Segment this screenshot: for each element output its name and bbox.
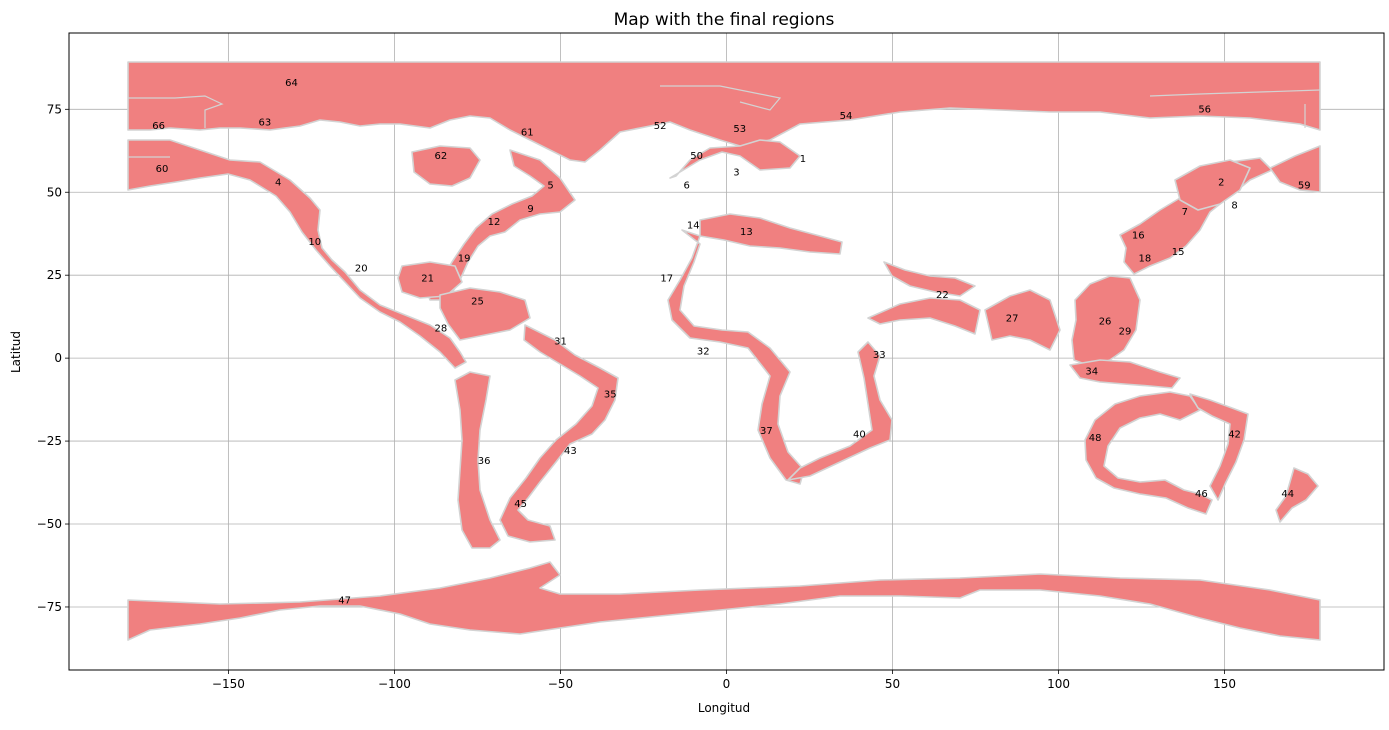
x-tick-label: 50 bbox=[885, 677, 900, 691]
region-label-61: 61 bbox=[521, 128, 534, 139]
region-label-6: 6 bbox=[683, 181, 689, 192]
region-shape-bering bbox=[1269, 145, 1321, 193]
region-shape-australia-east bbox=[1189, 393, 1249, 501]
region-label-27: 27 bbox=[1006, 313, 1019, 324]
region-label-15: 15 bbox=[1172, 247, 1185, 258]
region-label-8: 8 bbox=[1231, 201, 1237, 212]
region-shape-indonesia bbox=[1069, 359, 1181, 389]
region-label-21: 21 bbox=[421, 274, 434, 285]
region-label-37: 37 bbox=[760, 426, 773, 437]
region-label-31: 31 bbox=[554, 337, 567, 348]
region-shape-south-america bbox=[454, 371, 501, 549]
region-shape-arabian-north bbox=[883, 261, 976, 297]
region-label-33: 33 bbox=[873, 350, 886, 361]
y-tick-label: 25 bbox=[47, 268, 62, 282]
region-label-46: 46 bbox=[1195, 489, 1208, 500]
region-label-43: 43 bbox=[564, 446, 577, 457]
y-tick-label: −50 bbox=[37, 517, 62, 531]
region-label-47: 47 bbox=[338, 595, 351, 606]
y-tick-label: 75 bbox=[47, 102, 62, 116]
x-tick-label: 0 bbox=[723, 677, 731, 691]
region-label-44: 44 bbox=[1281, 489, 1294, 500]
region-label-60: 60 bbox=[156, 164, 169, 175]
region-shape-south-america-east bbox=[499, 324, 619, 543]
region-label-53: 53 bbox=[733, 124, 746, 135]
region-label-5: 5 bbox=[547, 181, 553, 192]
region-label-25: 25 bbox=[471, 297, 484, 308]
region-label-29: 29 bbox=[1119, 327, 1132, 338]
region-label-64: 64 bbox=[285, 78, 298, 89]
region-label-59: 59 bbox=[1298, 181, 1311, 192]
region-shape-new-zealand bbox=[1275, 467, 1319, 523]
region-label-45: 45 bbox=[514, 499, 527, 510]
region-label-20: 20 bbox=[355, 264, 368, 275]
region-label-42: 42 bbox=[1228, 429, 1241, 440]
region-label-35: 35 bbox=[604, 390, 617, 401]
y-axis-label: Latitud bbox=[9, 331, 23, 373]
region-label-54: 54 bbox=[840, 111, 853, 122]
region-shape-arctic bbox=[127, 61, 1321, 163]
y-tick-label: −75 bbox=[37, 600, 62, 614]
region-label-19: 19 bbox=[458, 254, 471, 265]
region-label-56: 56 bbox=[1198, 104, 1211, 115]
x-axis-label: Longitud bbox=[698, 701, 750, 715]
region-label-3: 3 bbox=[733, 167, 739, 178]
region-shape-australia-west bbox=[1084, 391, 1213, 515]
x-tick-label: 100 bbox=[1047, 677, 1070, 691]
region-shape-antarctica bbox=[127, 561, 1321, 641]
region-label-16: 16 bbox=[1132, 230, 1145, 241]
region-label-34: 34 bbox=[1085, 366, 1098, 377]
y-tick-label: 0 bbox=[54, 351, 62, 365]
region-label-32: 32 bbox=[697, 347, 710, 358]
region-label-52: 52 bbox=[654, 121, 667, 132]
x-tick-label: −150 bbox=[212, 677, 245, 691]
region-shape-hudson bbox=[411, 145, 481, 187]
region-label-17: 17 bbox=[660, 274, 673, 285]
y-tick-label: −25 bbox=[37, 434, 62, 448]
region-label-63: 63 bbox=[259, 118, 272, 129]
region-shape-europe-west bbox=[669, 139, 801, 179]
region-label-66: 66 bbox=[152, 121, 165, 132]
region-label-28: 28 bbox=[435, 323, 448, 334]
x-tick-label: −100 bbox=[378, 677, 411, 691]
chart-title: Map with the final regions bbox=[614, 10, 835, 30]
region-label-1: 1 bbox=[800, 154, 806, 165]
region-label-9: 9 bbox=[527, 204, 533, 215]
coastal-regions bbox=[127, 61, 1321, 641]
region-label-62: 62 bbox=[435, 151, 448, 162]
region-label-2: 2 bbox=[1218, 177, 1224, 188]
x-tick-label: −50 bbox=[548, 677, 573, 691]
region-shape-north-america-west bbox=[127, 139, 467, 369]
region-label-48: 48 bbox=[1089, 433, 1102, 444]
region-label-36: 36 bbox=[478, 456, 491, 467]
region-label-14: 14 bbox=[687, 220, 700, 231]
region-label-10: 10 bbox=[308, 237, 321, 248]
region-label-4: 4 bbox=[275, 177, 281, 188]
region-label-13: 13 bbox=[740, 227, 753, 238]
y-tick-label: 50 bbox=[47, 185, 62, 199]
region-label-26: 26 bbox=[1099, 317, 1112, 328]
region-shape-mediterranean bbox=[699, 213, 843, 255]
region-shape-arabian bbox=[867, 297, 981, 335]
region-label-40: 40 bbox=[853, 429, 866, 440]
region-label-22: 22 bbox=[936, 290, 949, 301]
region-label-18: 18 bbox=[1139, 254, 1152, 265]
region-boundaries bbox=[128, 85, 1321, 158]
region-shape-africa-west bbox=[667, 229, 805, 485]
x-tick-label: 150 bbox=[1213, 677, 1236, 691]
region-label-50: 50 bbox=[690, 151, 703, 162]
region-shape-caribbean bbox=[439, 287, 531, 341]
region-shape-africa-east bbox=[787, 341, 893, 481]
region-label-12: 12 bbox=[488, 217, 501, 228]
region-shape-bengal bbox=[984, 289, 1061, 351]
region-label-7: 7 bbox=[1182, 207, 1188, 218]
region-shape-okhotsk bbox=[1174, 159, 1251, 211]
region-shape-south-china bbox=[1071, 275, 1141, 367]
